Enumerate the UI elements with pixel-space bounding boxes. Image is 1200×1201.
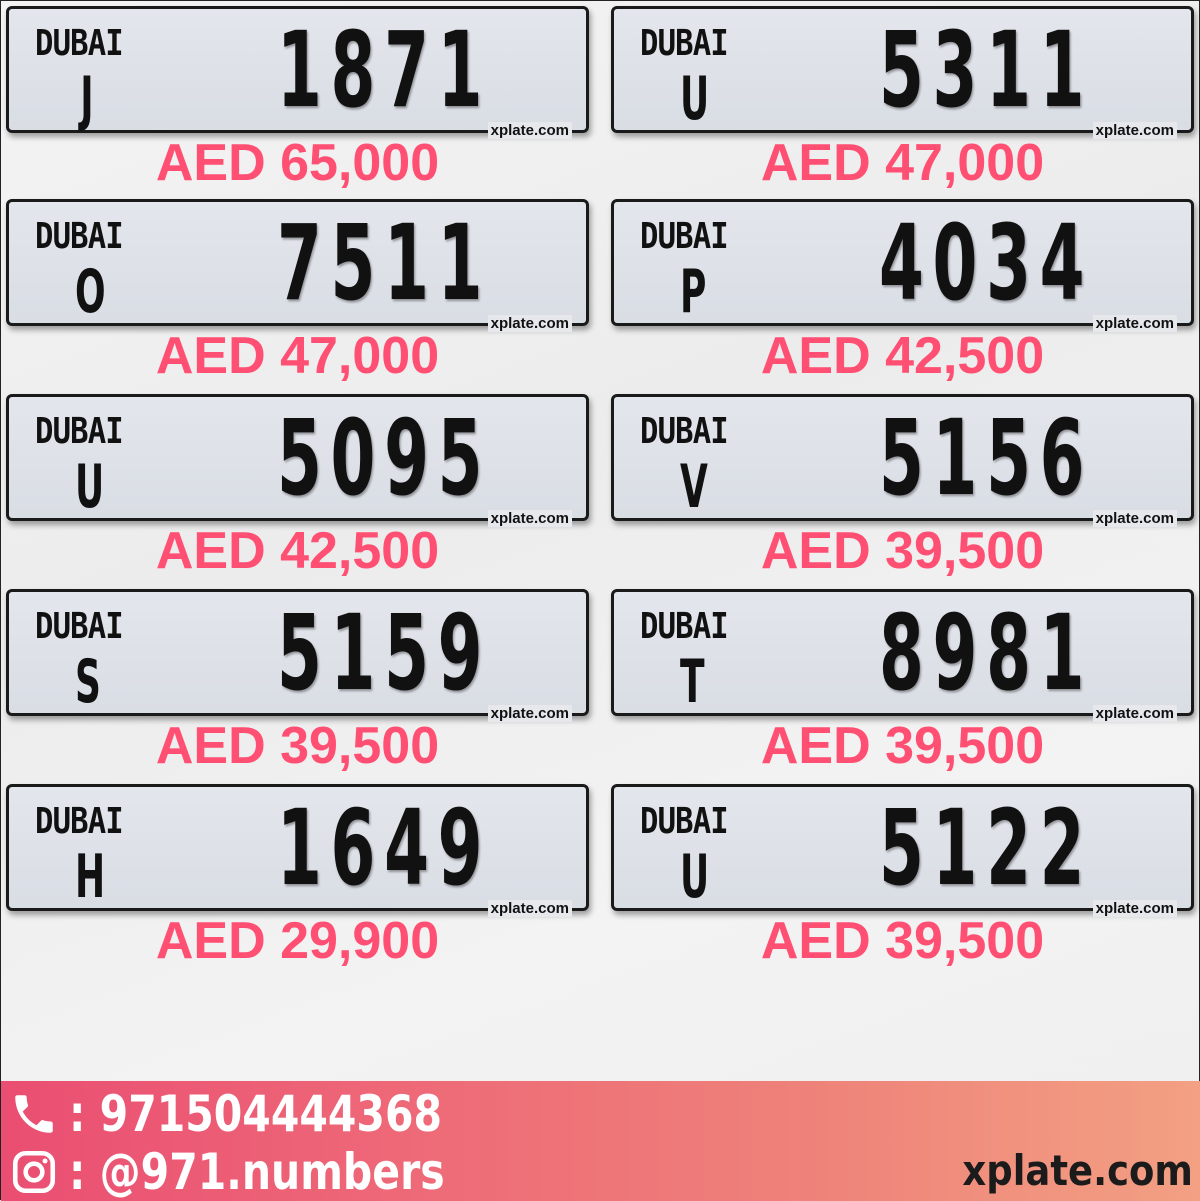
plate-price: AED 39,500 bbox=[760, 717, 1045, 775]
contact-footer: : 971504444368 : @971.numbers xplate.com bbox=[1, 1081, 1200, 1201]
dubai-logo: DUBAI bbox=[35, 801, 124, 842]
dubai-logo: DUBAI bbox=[35, 606, 124, 647]
plate-watermark: xplate.com bbox=[487, 510, 572, 527]
plate-watermark: xplate.com bbox=[487, 705, 572, 722]
plate-number: 5311 bbox=[879, 9, 1094, 131]
plate-price: AED 39,500 bbox=[760, 522, 1045, 580]
number-plate[interactable]: DUBAI T 8981 xplate.com bbox=[611, 589, 1194, 722]
plate-number: 5156 bbox=[879, 397, 1094, 519]
dubai-logo: DUBAI bbox=[35, 216, 124, 257]
plate-code: P bbox=[680, 257, 707, 327]
plate-price: AED 47,000 bbox=[760, 134, 1045, 192]
number-plate[interactable]: DUBAI V 5156 xplate.com bbox=[611, 394, 1194, 527]
plate-number: 7511 bbox=[277, 202, 492, 324]
dubai-logo: DUBAI bbox=[35, 23, 124, 64]
plate-code: H bbox=[75, 842, 106, 912]
number-plate[interactable]: DUBAI U 5311 xplate.com bbox=[611, 6, 1194, 139]
plate-code: U bbox=[75, 452, 105, 522]
dubai-logo: DUBAI bbox=[640, 411, 729, 452]
plate-price: AED 47,000 bbox=[155, 327, 440, 385]
dubai-logo: DUBAI bbox=[640, 23, 729, 64]
plate-code: S bbox=[75, 647, 101, 717]
plate-code: T bbox=[680, 647, 705, 717]
plate-price: AED 65,000 bbox=[155, 134, 440, 192]
plate-number: 8981 bbox=[879, 592, 1094, 714]
plate-watermark: xplate.com bbox=[487, 315, 572, 332]
plate-watermark: xplate.com bbox=[487, 900, 572, 917]
plate-price: AED 42,500 bbox=[155, 522, 440, 580]
plate-watermark: xplate.com bbox=[1092, 510, 1177, 527]
plate-watermark: xplate.com bbox=[1092, 900, 1177, 917]
plate-price: AED 29,900 bbox=[155, 912, 440, 970]
plate-number: 5095 bbox=[277, 397, 492, 519]
number-plate[interactable]: DUBAI U 5122 xplate.com bbox=[611, 784, 1194, 917]
dubai-logo: DUBAI bbox=[640, 606, 729, 647]
plate-watermark: xplate.com bbox=[1092, 705, 1177, 722]
plate-watermark: xplate.com bbox=[487, 122, 572, 139]
number-plate[interactable]: DUBAI O 7511 xplate.com bbox=[6, 199, 589, 332]
instagram-handle: : @971.numbers bbox=[69, 1143, 445, 1201]
instagram-icon bbox=[12, 1150, 56, 1194]
instagram-row[interactable]: : @971.numbers bbox=[9, 1143, 527, 1201]
number-plate[interactable]: DUBAI S 5159 xplate.com bbox=[6, 589, 589, 722]
dubai-logo: DUBAI bbox=[640, 216, 729, 257]
site-name[interactable]: xplate.com bbox=[962, 1146, 1193, 1195]
dubai-logo: DUBAI bbox=[35, 411, 124, 452]
plate-code: J bbox=[80, 64, 94, 134]
phone-icon bbox=[15, 1095, 53, 1133]
plate-price: AED 39,500 bbox=[155, 717, 440, 775]
plate-number: 5122 bbox=[879, 787, 1094, 909]
number-plate[interactable]: DUBAI H 1649 xplate.com bbox=[6, 784, 589, 917]
plate-watermark: xplate.com bbox=[1092, 122, 1177, 139]
plate-code: V bbox=[680, 452, 708, 522]
dubai-logo: DUBAI bbox=[640, 801, 729, 842]
phone-number: : 971504444368 bbox=[69, 1085, 443, 1143]
plate-price: AED 39,500 bbox=[760, 912, 1045, 970]
number-plate[interactable]: DUBAI J 1871 xplate.com bbox=[6, 6, 589, 139]
plate-number: 5159 bbox=[277, 592, 492, 714]
plate-number: 1871 bbox=[277, 9, 492, 131]
plate-code: O bbox=[75, 257, 106, 327]
plate-number: 1649 bbox=[277, 787, 492, 909]
plate-price: AED 42,500 bbox=[760, 327, 1045, 385]
number-plate[interactable]: DUBAI P 4034 xplate.com bbox=[611, 199, 1194, 332]
plate-code: U bbox=[680, 842, 710, 912]
phone-row[interactable]: : 971504444368 bbox=[9, 1085, 524, 1143]
number-plate[interactable]: DUBAI U 5095 xplate.com bbox=[6, 394, 589, 527]
plate-watermark: xplate.com bbox=[1092, 315, 1177, 332]
plate-code: U bbox=[680, 64, 710, 134]
plate-number: 4034 bbox=[879, 202, 1094, 324]
